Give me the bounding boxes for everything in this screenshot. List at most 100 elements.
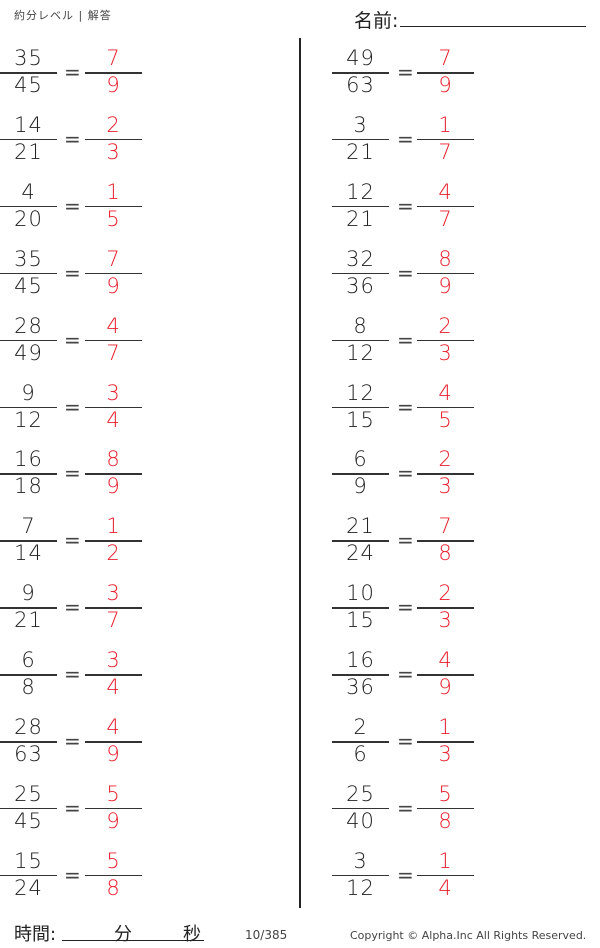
fraction-bar [332, 339, 389, 342]
equals-sign: = [397, 795, 414, 820]
numerator: 49 [346, 46, 375, 70]
answer-numerator: 3 [106, 581, 121, 606]
answer-fraction-bar [417, 874, 474, 877]
fraction-bar [332, 674, 389, 676]
answer-numerator: 7 [438, 514, 453, 539]
answer-denominator: 7 [438, 139, 453, 164]
answer-numerator: 7 [106, 46, 121, 70]
denominator: 8 [21, 675, 36, 700]
equals-sign: = [397, 60, 414, 84]
answer-denominator: 3 [438, 340, 453, 365]
answer-denominator: 3 [106, 139, 121, 164]
denominator: 14 [14, 541, 43, 566]
answer-numerator: 5 [106, 781, 121, 806]
answer-fraction-bar [417, 807, 474, 810]
denominator: 45 [14, 273, 43, 298]
denominator: 20 [14, 206, 43, 231]
equals-sign: = [64, 862, 81, 887]
minutes-label: 分 [114, 924, 132, 945]
equals-sign: = [64, 60, 81, 84]
numerator: 25 [346, 781, 375, 806]
numerator: 9 [21, 581, 36, 606]
fraction-bar [0, 874, 57, 877]
fraction-bar [332, 540, 389, 542]
answer-numerator: 3 [106, 380, 121, 405]
denominator: 24 [14, 875, 43, 900]
denominator: 24 [346, 541, 375, 566]
name-label: 名前: [354, 10, 399, 32]
equals-sign: = [397, 394, 414, 419]
time-label: 時間: [14, 924, 57, 945]
answer-numerator: 2 [106, 112, 121, 137]
fraction-bar [332, 72, 389, 74]
answer-numerator: 5 [438, 781, 453, 806]
answer-denominator: 8 [106, 875, 121, 900]
fraction-bar [0, 406, 57, 408]
answer-denominator: 4 [438, 875, 453, 900]
answer-denominator: 9 [106, 474, 121, 499]
fraction-bar [332, 473, 389, 475]
fraction-bar [0, 741, 57, 743]
answer-denominator: 9 [106, 808, 121, 833]
answer-numerator: 1 [106, 514, 121, 539]
answer-fraction-bar [85, 540, 142, 542]
answer-numerator: 7 [438, 46, 453, 70]
denominator: 12 [346, 340, 375, 365]
denominator: 36 [346, 273, 375, 298]
answer-denominator: 8 [438, 541, 453, 566]
name-field[interactable] [400, 26, 586, 27]
column-divider [299, 38, 301, 908]
answer-fraction-bar [417, 339, 474, 342]
numerator: 28 [14, 313, 43, 338]
copyright: Copyright © Alpha.Inc All Rights Reserve… [350, 929, 587, 942]
answer-numerator: 4 [438, 179, 453, 204]
fraction-bar [332, 874, 389, 877]
answer-fraction-bar [85, 874, 142, 877]
equals-sign: = [64, 795, 81, 820]
numerator: 12 [346, 380, 375, 405]
equals-sign: = [397, 729, 414, 753]
equals-sign: = [397, 595, 414, 620]
answer-fraction-bar [417, 406, 474, 408]
answer-fraction-bar [417, 473, 474, 475]
denominator: 15 [346, 608, 375, 633]
answer-numerator: 8 [106, 447, 121, 472]
numerator: 10 [346, 581, 375, 606]
answer-fraction-bar [417, 272, 474, 275]
fraction-bar [0, 72, 57, 74]
denominator: 9 [353, 474, 368, 499]
answer-fraction-bar [85, 272, 142, 275]
equals-sign: = [397, 126, 414, 151]
answer-fraction-bar [417, 607, 474, 609]
seconds-label: 秒 [183, 924, 201, 945]
answer-numerator: 4 [106, 715, 121, 739]
numerator: 25 [14, 781, 43, 806]
equals-sign: = [64, 528, 81, 553]
answer-fraction-bar [85, 72, 142, 74]
answer-numerator: 5 [106, 848, 121, 873]
equals-sign: = [397, 862, 414, 887]
fraction-bar [0, 138, 57, 141]
numerator: 14 [14, 112, 43, 137]
numerator: 35 [14, 46, 43, 70]
answer-fraction-bar [417, 138, 474, 141]
equals-sign: = [64, 595, 81, 620]
answer-denominator: 5 [106, 206, 121, 231]
numerator: 7 [21, 514, 36, 539]
answer-denominator: 5 [438, 407, 453, 432]
numerator: 21 [346, 514, 375, 539]
fraction-bar [0, 473, 57, 475]
fraction-bar [332, 406, 389, 408]
answer-numerator: 1 [438, 112, 453, 137]
answer-numerator: 3 [106, 648, 121, 673]
numerator: 6 [353, 447, 368, 472]
numerator: 4 [21, 179, 36, 204]
denominator: 40 [346, 808, 375, 833]
equals-sign: = [64, 327, 81, 352]
denominator: 45 [14, 808, 43, 833]
equals-sign: = [64, 461, 81, 486]
denominator: 6 [353, 742, 368, 766]
answer-numerator: 4 [438, 380, 453, 405]
denominator: 36 [346, 675, 375, 700]
time-field[interactable] [62, 940, 204, 941]
